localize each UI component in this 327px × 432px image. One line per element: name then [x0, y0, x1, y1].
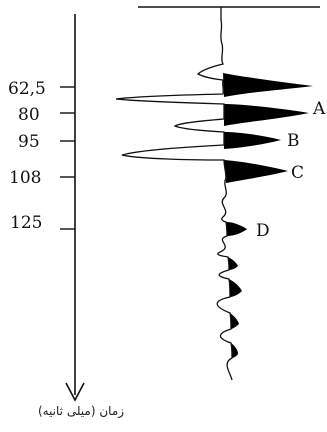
lobe-tail-1 [228, 257, 238, 270]
lobe-a [224, 104, 309, 126]
lobe-tail-3 [230, 313, 239, 329]
tick-label-80: 80 [18, 105, 40, 125]
tick-label-62-5: 62,5 [8, 79, 46, 99]
time-axis-arrow-icon [65, 382, 85, 402]
event-label-a: A [312, 99, 326, 119]
lobe-tail-2 [229, 279, 242, 297]
time-axis-caption: زمان (میلی ثانیه) [37, 404, 125, 418]
tick-marks [60, 86, 75, 230]
event-label-c: C [291, 163, 304, 183]
tick-label-95: 95 [18, 132, 40, 152]
tick-label-125: 125 [10, 213, 42, 233]
lobe-tail-4 [231, 343, 238, 358]
event-label-b: B [287, 131, 300, 151]
lobe-b [224, 132, 281, 149]
lobe-c [224, 160, 288, 183]
filled-lobes [223, 73, 313, 358]
seismic-trace-line [115, 7, 233, 381]
tick-label-108: 108 [9, 168, 41, 188]
lobe-62-5 [223, 73, 313, 97]
event-label-d: D [256, 221, 270, 241]
lobe-d [226, 222, 247, 236]
